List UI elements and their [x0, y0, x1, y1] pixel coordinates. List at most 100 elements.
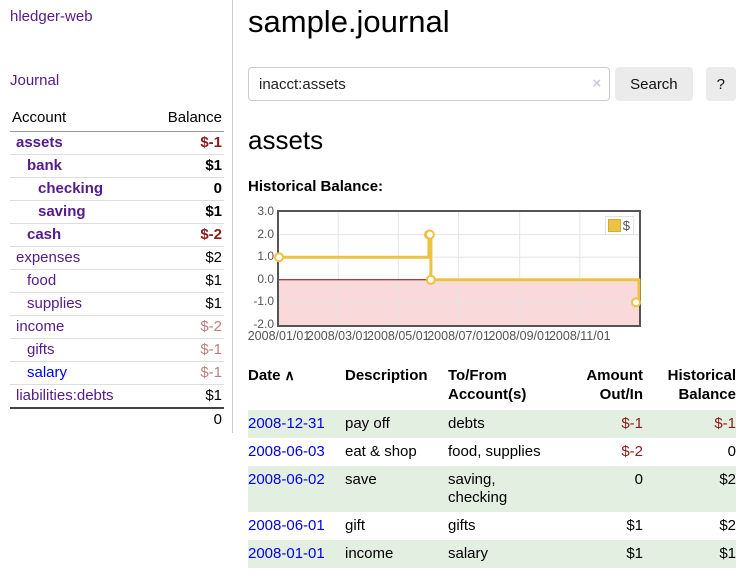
- chart-legend: $: [604, 216, 634, 235]
- chart-plot-area: $: [274, 210, 641, 327]
- y-axis-tick-label: -2.0: [253, 317, 274, 331]
- search-help-button[interactable]: ?: [705, 67, 736, 101]
- x-axis-tick-label: 2008/03/01: [306, 329, 370, 343]
- accounts-table: Account Balance assets $-1 bank $1 checking 0…: [10, 106, 224, 431]
- register-table: Date ∧ Description To/From Account(s) Amount…: [248, 364, 736, 568]
- account-link-food[interactable]: food: [27, 272, 57, 289]
- legend-swatch-icon: [607, 219, 621, 232]
- account-link-assets[interactable]: assets: [16, 134, 63, 151]
- y-axis-tick-label: 1.0: [257, 249, 274, 264]
- register-accounts: salary: [448, 545, 489, 562]
- account-balance: $-1: [200, 134, 222, 151]
- account-link-liabilities-debts[interactable]: liabilities:debts: [16, 387, 114, 404]
- account-link-expenses[interactable]: expenses: [16, 249, 81, 266]
- register-row: 2008-06-01 gift gifts $1 $2: [248, 512, 736, 540]
- search-input[interactable]: [248, 67, 611, 101]
- account-balance: 0: [147, 177, 224, 201]
- account-balance: $-1: [147, 338, 224, 362]
- account-row: liabilities:debts $1: [10, 384, 224, 408]
- account-link-cash[interactable]: cash: [27, 226, 62, 243]
- y-axis-tick-label: 2.0: [257, 226, 274, 241]
- register-amount: $1: [626, 517, 643, 534]
- account-balance: $-2: [147, 223, 224, 247]
- account-row: saving $1: [10, 200, 224, 224]
- account-link-salary[interactable]: salary: [27, 364, 68, 381]
- register-amount: $-2: [621, 443, 643, 460]
- accounts-total-value: 0: [147, 407, 224, 431]
- x-axis-tick-label: 2008/05/01: [367, 329, 430, 343]
- register-balance: $1: [719, 545, 736, 562]
- register-balance: $-1: [714, 415, 736, 432]
- register-description: gift: [345, 517, 366, 534]
- accounts-header-account: Account: [10, 106, 148, 132]
- register-balance: $2: [719, 471, 736, 488]
- account-row: bank $1: [10, 154, 224, 178]
- register-row: 2008-06-03 eat & shop food, supplies $-2 0: [248, 438, 736, 466]
- search-form: × Search ?: [248, 67, 736, 101]
- transaction-date-link[interactable]: 2008-06-03: [248, 443, 325, 460]
- register-amount: 0: [634, 471, 643, 488]
- transaction-date-link[interactable]: 2008-12-31: [248, 415, 325, 432]
- account-row: supplies $1: [10, 292, 224, 316]
- register-row: 2008-12-31 pay off debts $-1 $-1: [248, 410, 736, 438]
- register-balance: 0: [727, 443, 736, 460]
- register-header-date[interactable]: Date ∧: [248, 367, 295, 384]
- account-link-gifts[interactable]: gifts: [27, 341, 55, 358]
- account-balance: $-2: [147, 315, 224, 339]
- register-description: pay off: [345, 415, 390, 432]
- transaction-date-link[interactable]: 2008-06-01: [248, 517, 325, 534]
- register-description: income: [345, 545, 394, 562]
- chart-title: Historical Balance:: [248, 178, 384, 195]
- x-axis-tick-label: 2008/11/01: [548, 329, 611, 343]
- register-row: 2008-06-02 save saving, checking 0 $2: [248, 466, 736, 512]
- register-header-amount[interactable]: Amount Out/In: [586, 367, 643, 403]
- page-title: sample.journal: [248, 4, 450, 39]
- account-balance: $1: [147, 200, 224, 224]
- account-balance: $1: [147, 292, 224, 316]
- accounts-header-balance: Balance: [147, 106, 224, 132]
- register-header-historical[interactable]: Historical Balance: [667, 367, 736, 403]
- register-description: save: [345, 471, 377, 488]
- x-axis-tick-label: 2008/09/01: [488, 329, 551, 343]
- account-row: checking 0: [10, 177, 224, 201]
- sort-asc-icon: ∧: [284, 367, 295, 383]
- account-row: cash $-2: [10, 223, 224, 247]
- transaction-date-link[interactable]: 2008-06-02: [248, 471, 325, 488]
- sidebar: hledger-web Journal Account Balance asse…: [0, 0, 232, 431]
- main-content: sample.journal × Search ? assets Histori…: [248, 0, 736, 568]
- account-link-income[interactable]: income: [16, 318, 65, 335]
- search-box: ×: [248, 67, 611, 101]
- register-description: eat & shop: [345, 443, 417, 460]
- account-link-saving[interactable]: saving: [38, 203, 86, 220]
- search-button[interactable]: Search: [615, 67, 693, 101]
- account-balance: $-1: [147, 361, 224, 385]
- register-accounts: debts: [448, 415, 485, 432]
- transaction-date-link[interactable]: 2008-01-01: [248, 545, 325, 562]
- y-axis-tick-label: 3.0: [257, 204, 274, 218]
- sidebar-item-journal[interactable]: Journal: [10, 72, 60, 89]
- x-axis-tick-label: 2008/01/01: [247, 329, 311, 343]
- account-heading: assets: [248, 125, 324, 155]
- legend-label: $: [622, 218, 630, 233]
- account-link-supplies[interactable]: supplies: [27, 295, 83, 312]
- account-balance: $1: [147, 384, 224, 408]
- register-header-description[interactable]: Description: [345, 367, 428, 384]
- app-title-link[interactable]: hledger-web: [10, 8, 93, 25]
- x-axis-tick-label: 2008/07/01: [427, 329, 490, 343]
- clear-search-icon[interactable]: ×: [592, 75, 602, 92]
- account-link-checking[interactable]: checking: [38, 180, 104, 197]
- account-row: expenses $2: [10, 246, 224, 270]
- account-balance: $1: [147, 154, 224, 178]
- register-balance: $2: [719, 517, 736, 534]
- register-amount: $1: [626, 545, 643, 562]
- y-axis-tick-label: 0.0: [257, 271, 274, 286]
- account-balance: $2: [147, 246, 224, 270]
- register-header-tofrom[interactable]: To/From Account(s): [448, 367, 527, 403]
- sidebar-divider: [232, 0, 233, 433]
- account-link-bank[interactable]: bank: [27, 157, 63, 174]
- account-row: gifts $-1: [10, 338, 224, 362]
- register-amount: $-1: [621, 415, 643, 432]
- account-row: assets $-1: [10, 132, 224, 155]
- account-row: salary $-1: [10, 361, 224, 385]
